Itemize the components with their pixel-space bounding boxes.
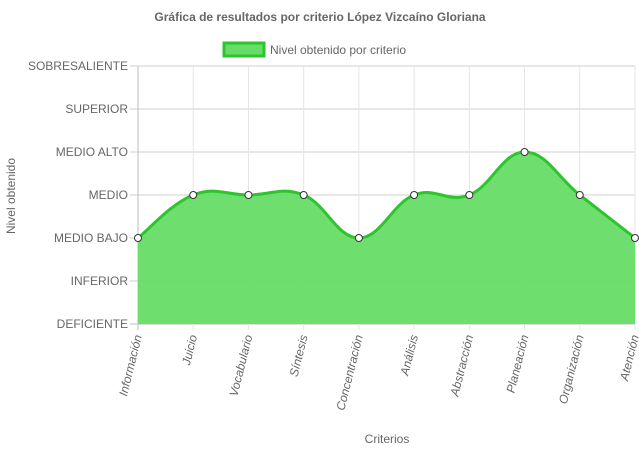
x-tick-label: Análisis	[397, 333, 421, 377]
data-point-juicio[interactable]	[189, 191, 198, 199]
x-axis-ticks: Información Juicio Vocabulario Síntesis Conc…	[116, 333, 639, 412]
y-axis-label: Nivel obtenido	[4, 158, 18, 234]
x-tick-label: Abstracción	[447, 333, 476, 399]
y-axis-ticks: DEFICIENTE INFERIOR MEDIO BAJO MEDIO MEDIO A…	[28, 59, 128, 331]
x-tick-label: Vocabulario	[227, 333, 256, 398]
x-tick-label: Organización	[556, 333, 587, 405]
y-tick-label: INFERIOR	[71, 274, 129, 288]
x-tick-label: Concentración	[333, 333, 365, 412]
data-point-análisis[interactable]	[410, 191, 419, 199]
y-tick-label: MEDIO	[89, 188, 128, 202]
legend-label: Nivel obtenido por criterio	[270, 43, 406, 57]
x-tick-label: Información	[116, 333, 145, 398]
legend-swatch	[222, 41, 266, 58]
x-tick-label: Atención	[617, 333, 639, 383]
data-point-vocabulario[interactable]	[244, 191, 253, 199]
y-tick-label: SUPERIOR	[65, 102, 128, 116]
data-point-información[interactable]	[134, 234, 142, 242]
x-tick-label: Juicio	[179, 333, 200, 367]
x-tick-label: Síntesis	[287, 333, 311, 378]
legend[interactable]: Nivel obtenido por criterio	[222, 41, 406, 58]
series-line	[137, 150, 636, 240]
plot-area	[134, 148, 639, 324]
data-point-planeación[interactable]	[520, 148, 529, 156]
data-point-síntesis[interactable]	[299, 191, 308, 199]
x-tick-label: Planeación	[504, 333, 532, 394]
x-axis-label: Criterios	[365, 432, 410, 446]
data-point-atención[interactable]	[631, 234, 639, 242]
data-point-organización[interactable]	[575, 191, 584, 199]
y-tick-label: SOBRESALIENTE	[28, 59, 128, 73]
y-tick-label: MEDIO ALTO	[56, 145, 128, 159]
data-point-abstracción[interactable]	[465, 191, 474, 199]
chart-title: Gráfica de resultados por criterio López…	[154, 10, 486, 24]
y-tick-label: DEFICIENTE	[57, 317, 128, 331]
y-tick-label: MEDIO BAJO	[54, 231, 128, 245]
data-point-concentración[interactable]	[354, 234, 363, 242]
